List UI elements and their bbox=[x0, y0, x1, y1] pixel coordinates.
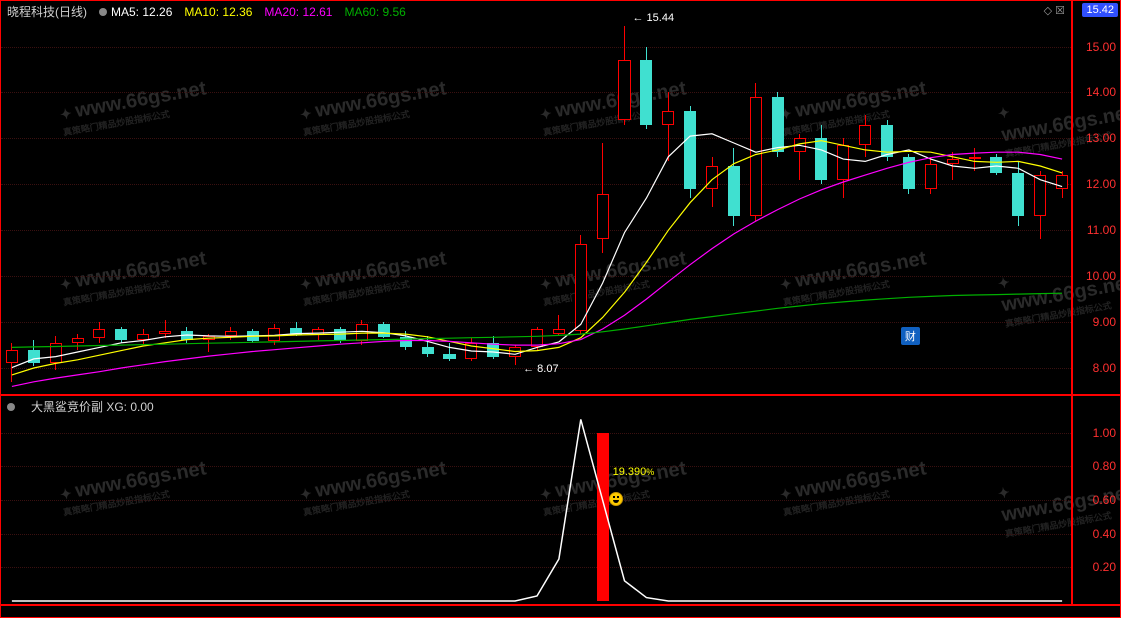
candle-body bbox=[137, 334, 149, 341]
candle-body bbox=[794, 138, 806, 152]
grid-line bbox=[1, 567, 1071, 568]
candle-body bbox=[312, 329, 324, 335]
sub-header: 大黑鲨竞价副 XG: 0.00 bbox=[7, 398, 154, 415]
candle-body bbox=[334, 329, 346, 341]
candle-body bbox=[268, 328, 280, 342]
candle-body bbox=[203, 336, 215, 341]
panel-controls[interactable]: ◇ ☒ bbox=[1044, 4, 1065, 17]
indicator-title: 大黑鲨竞价副 XG: 0.00 bbox=[31, 398, 154, 415]
candle-body bbox=[28, 350, 40, 364]
candle-body bbox=[706, 166, 718, 189]
y-tick-label: 10.00 bbox=[1086, 269, 1116, 283]
candle-body bbox=[443, 354, 455, 359]
candle-body bbox=[859, 125, 871, 146]
candle-body bbox=[969, 157, 981, 159]
candle-body bbox=[575, 244, 587, 331]
sub-indicator-panel: 19.390% 大黑鲨竞价副 XG: 0.00 bbox=[0, 395, 1072, 605]
candle-wick bbox=[952, 152, 953, 180]
candle-body bbox=[181, 331, 193, 340]
footer-bar bbox=[0, 605, 1121, 618]
grid-line bbox=[1, 322, 1071, 323]
grid-line bbox=[1, 92, 1071, 93]
candle-wick bbox=[668, 92, 669, 161]
y-tick-label: 0.60 bbox=[1093, 493, 1116, 507]
y-tick-label: 1.00 bbox=[1093, 426, 1116, 440]
grid-line bbox=[1, 466, 1071, 467]
ma20-label: MA20: 12.61 bbox=[264, 5, 332, 19]
y-tick-label: 0.20 bbox=[1093, 560, 1116, 574]
ma5-label: MA5: 12.26 bbox=[99, 5, 172, 19]
candle-body bbox=[356, 324, 368, 341]
grid-line bbox=[1, 500, 1071, 501]
y-tick-label: 8.00 bbox=[1093, 361, 1116, 375]
candle-body bbox=[422, 347, 434, 354]
candle-body bbox=[925, 164, 937, 189]
ma60-label: MA60: 9.56 bbox=[344, 5, 405, 19]
candle-body bbox=[225, 331, 237, 336]
current-price-badge: 15.42 bbox=[1082, 3, 1118, 17]
candle-body bbox=[6, 350, 18, 364]
candle-body bbox=[1012, 173, 1024, 217]
grid-line bbox=[1, 230, 1071, 231]
candle-body bbox=[115, 329, 127, 340]
low-annotation: ← 8.07 bbox=[523, 363, 558, 375]
candle-body bbox=[662, 111, 674, 125]
candle-body bbox=[815, 138, 827, 179]
candle-body bbox=[597, 194, 609, 240]
grid-line bbox=[1, 433, 1071, 434]
candle-body bbox=[1034, 175, 1046, 216]
candle-body bbox=[990, 157, 1002, 173]
candle-body bbox=[881, 125, 893, 157]
candle-body bbox=[772, 97, 784, 152]
stock-title: 晓程科技(日线) bbox=[7, 3, 87, 20]
chart-root: ✦www.66gs.net真策略门精品炒股指标公式✦www.66gs.net真策… bbox=[0, 0, 1121, 618]
candle-body bbox=[728, 166, 740, 217]
smiley-icon bbox=[609, 492, 623, 506]
candle-body bbox=[72, 338, 84, 343]
candle-body bbox=[903, 157, 915, 189]
candle-body bbox=[750, 97, 762, 216]
y-tick-label: 15.00 bbox=[1086, 40, 1116, 54]
grid-line bbox=[1, 138, 1071, 139]
candle-body bbox=[290, 328, 302, 335]
y-tick-label: 11.00 bbox=[1087, 223, 1116, 237]
candle-body bbox=[487, 343, 499, 357]
candle-body bbox=[947, 159, 959, 164]
candle-body bbox=[247, 331, 259, 341]
grid-line bbox=[1, 276, 1071, 277]
grid-line bbox=[1, 47, 1071, 48]
y-tick-label: 12.00 bbox=[1086, 177, 1116, 191]
y-tick-label: 14.00 bbox=[1086, 85, 1116, 99]
candle-body bbox=[400, 337, 412, 348]
candle-body bbox=[684, 111, 696, 189]
cai-badge: 财 bbox=[901, 327, 920, 345]
candle-body bbox=[509, 347, 521, 356]
candle-body bbox=[465, 343, 477, 359]
candle-wick bbox=[974, 148, 975, 171]
candle-body bbox=[618, 60, 630, 120]
y-tick-label: 0.40 bbox=[1093, 527, 1116, 541]
candle-body bbox=[93, 329, 105, 338]
percent-annotation: 19.390% bbox=[613, 466, 655, 478]
candle-body bbox=[50, 343, 62, 364]
main-price-panel: ← 15.44 ← 8.07 晓程科技(日线) MA5: 12.26 MA10: 12.… bbox=[0, 0, 1072, 395]
ma10-label: MA10: 12.36 bbox=[184, 5, 252, 19]
indicator-bar bbox=[597, 433, 609, 601]
candle-body bbox=[640, 60, 652, 124]
candle-body bbox=[531, 329, 543, 347]
candle-body bbox=[553, 329, 565, 334]
candle-body bbox=[837, 145, 849, 179]
candle-body bbox=[1056, 175, 1068, 189]
candle-body bbox=[159, 331, 171, 333]
sub-y-axis: 0.20 0.40 0.60 0.80 1.00 bbox=[1072, 395, 1121, 605]
y-tick-label: 9.00 bbox=[1093, 315, 1116, 329]
grid-line bbox=[1, 534, 1071, 535]
y-tick-label: 0.80 bbox=[1093, 459, 1116, 473]
candle-body bbox=[378, 324, 390, 336]
main-y-axis: 15.42 8.00 9.00 10.00 11.00 12.00 13.00 14.00 15… bbox=[1072, 0, 1121, 395]
candle-wick bbox=[165, 320, 166, 338]
high-annotation: ← 15.44 bbox=[633, 12, 675, 24]
main-header: 晓程科技(日线) MA5: 12.26 MA10: 12.36 MA20: 12.61… bbox=[7, 3, 406, 20]
y-tick-label: 13.00 bbox=[1086, 131, 1116, 145]
